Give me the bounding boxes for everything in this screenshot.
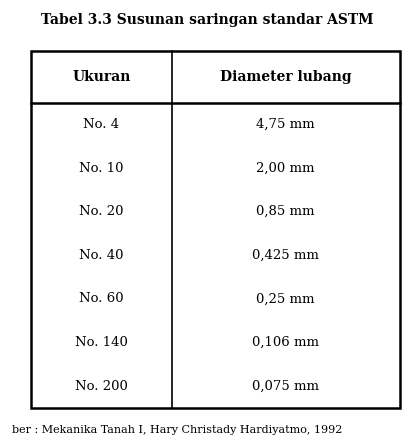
Text: 0,106 mm: 0,106 mm [252, 336, 318, 349]
Text: 0,25 mm: 0,25 mm [256, 293, 314, 306]
Text: Ukuran: Ukuran [72, 70, 131, 84]
Text: 2,00 mm: 2,00 mm [256, 161, 314, 174]
Text: 4,75 mm: 4,75 mm [256, 118, 314, 131]
Text: Diameter lubang: Diameter lubang [219, 70, 351, 84]
Text: No. 10: No. 10 [79, 161, 123, 174]
Text: ber : Mekanika Tanah I, Hary Christady Hardiyatmo, 1992: ber : Mekanika Tanah I, Hary Christady H… [12, 425, 342, 435]
Text: No. 40: No. 40 [79, 249, 123, 262]
Text: No. 20: No. 20 [79, 205, 123, 218]
Bar [31, 51, 399, 408]
Text: No. 140: No. 140 [75, 336, 128, 349]
Text: No. 4: No. 4 [83, 118, 119, 131]
Text: No. 200: No. 200 [75, 380, 128, 393]
Text: Tabel 3.3 Susunan saringan standar ASTM: Tabel 3.3 Susunan saringan standar ASTM [40, 13, 373, 27]
Text: No. 60: No. 60 [79, 293, 123, 306]
Text: 0,075 mm: 0,075 mm [252, 380, 318, 393]
Text: 0,425 mm: 0,425 mm [252, 249, 318, 262]
Text: 0,85 mm: 0,85 mm [256, 205, 314, 218]
